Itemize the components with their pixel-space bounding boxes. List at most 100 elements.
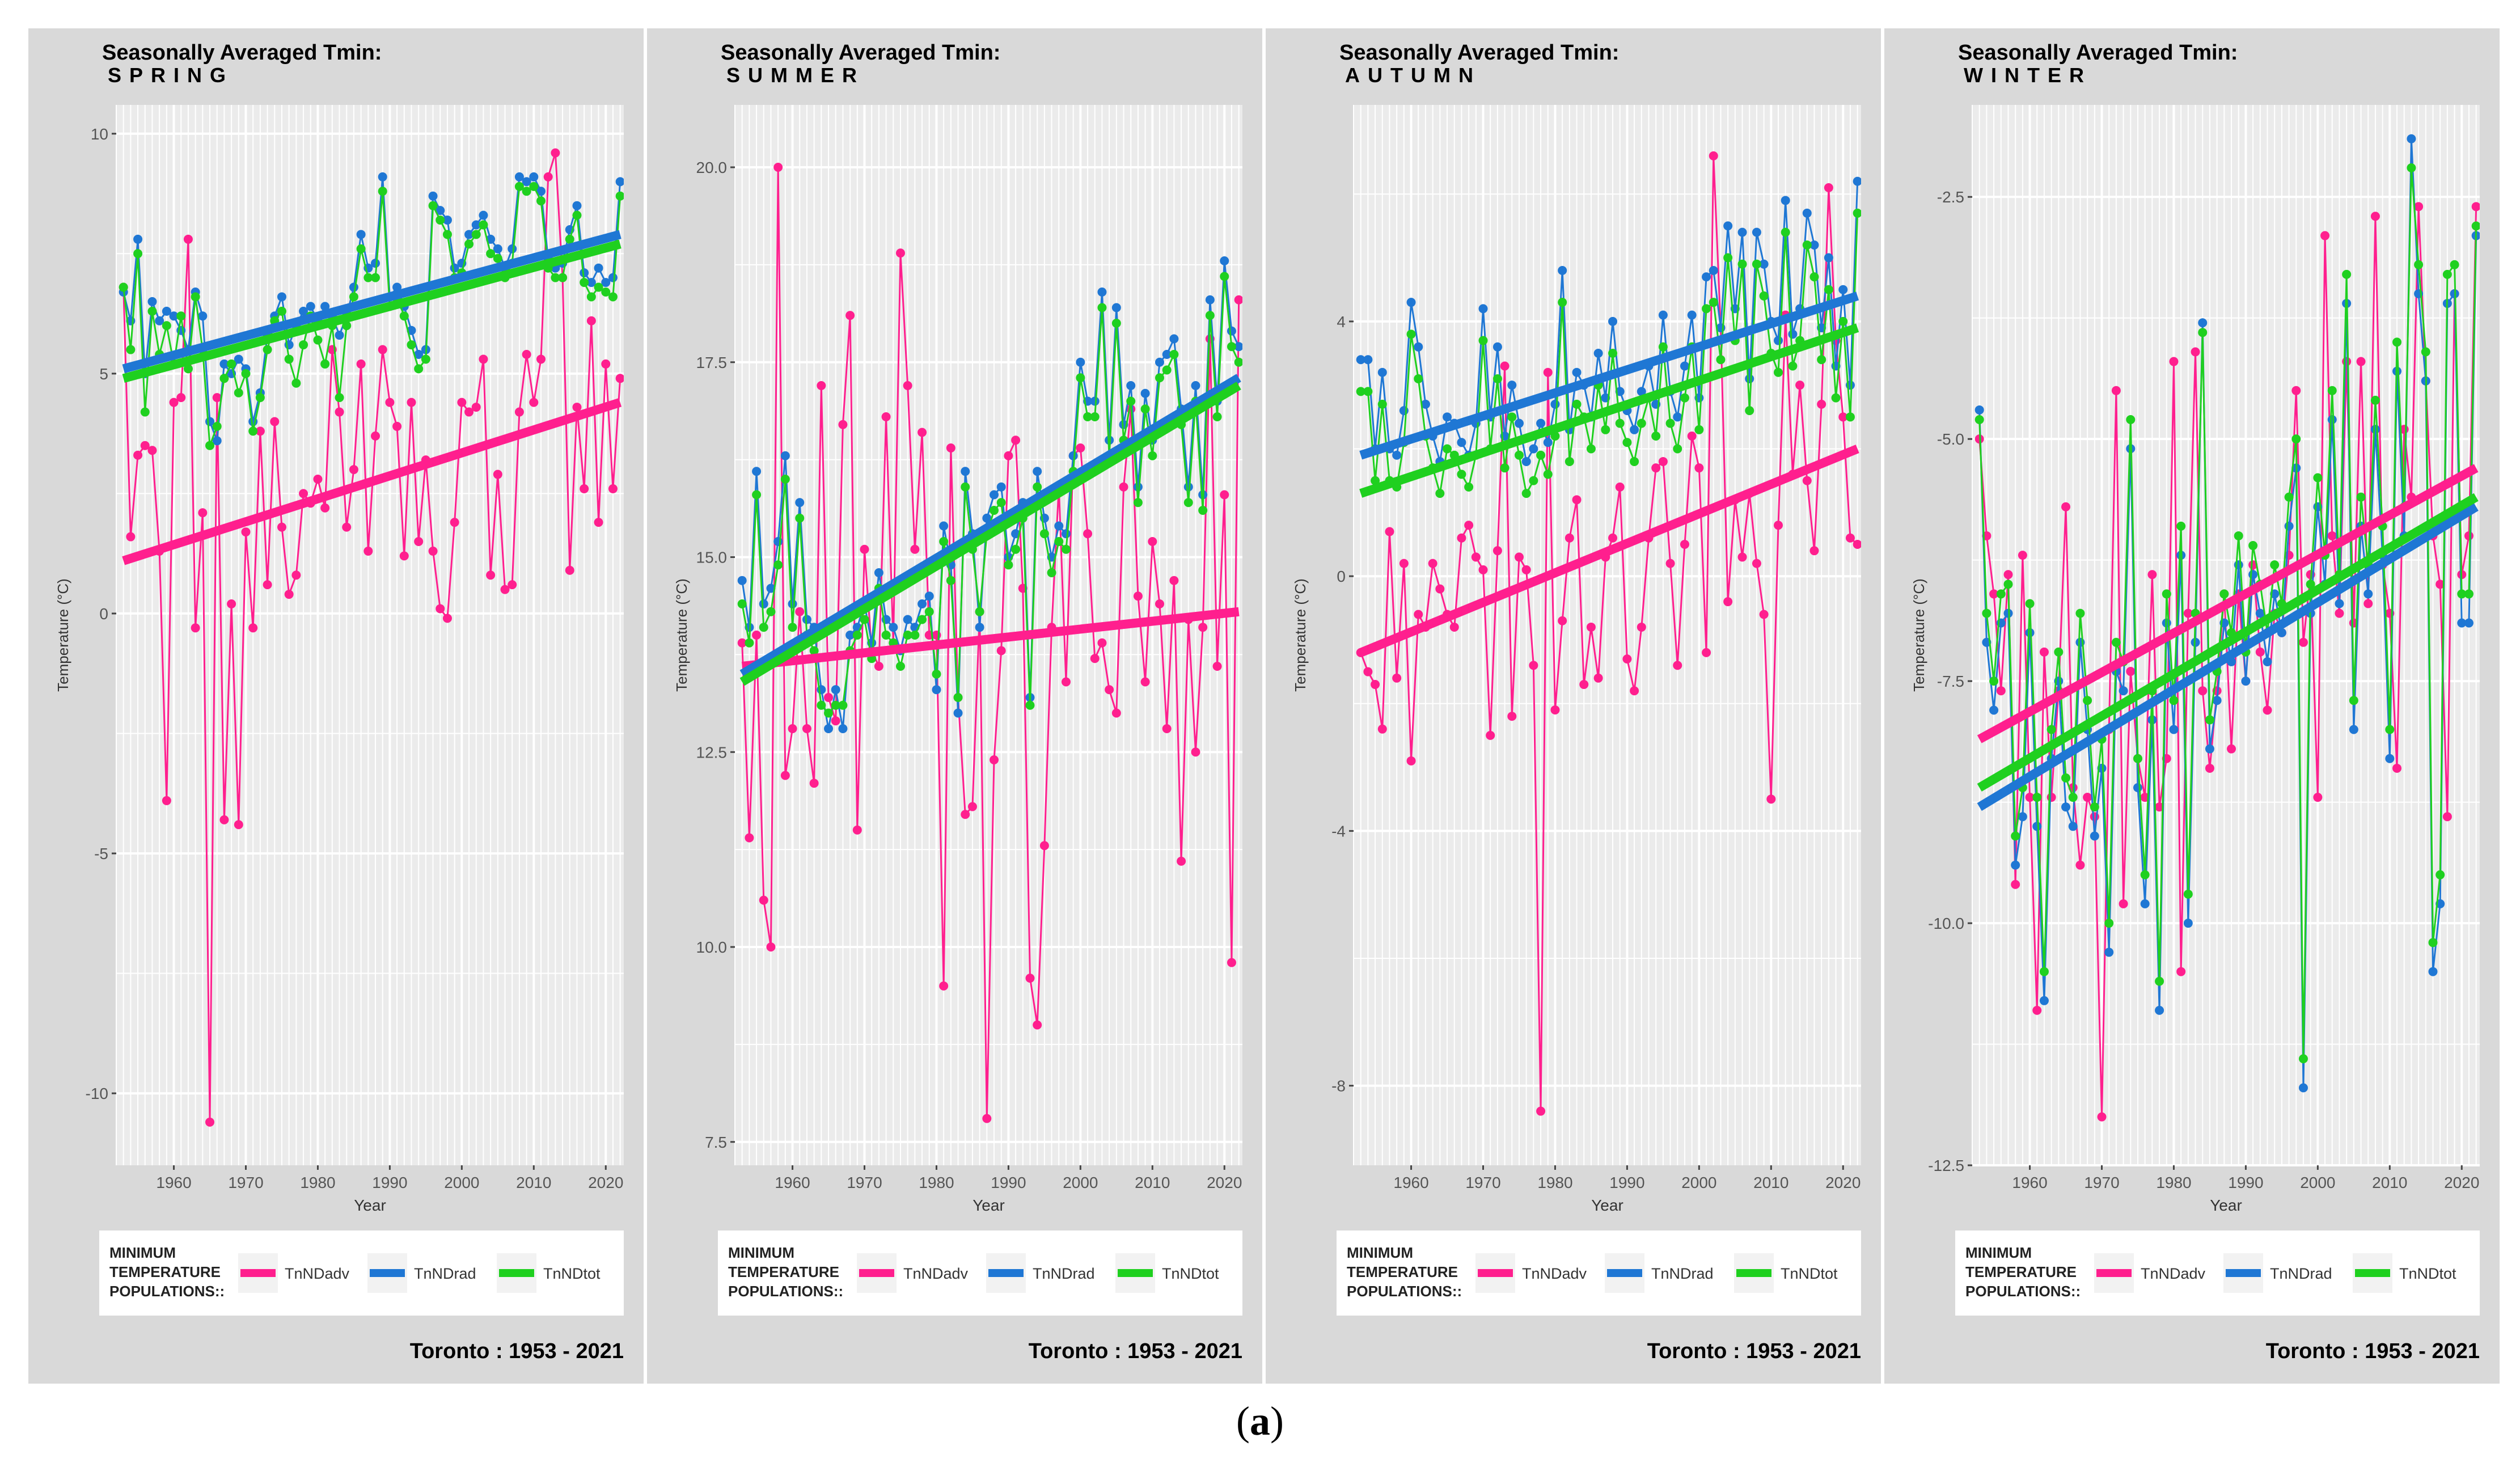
data-point-TnNDtot-2013 — [551, 273, 560, 282]
data-point-TnNDtot-1996 — [2284, 492, 2294, 502]
data-point-TnNDadv-1964 — [817, 381, 826, 390]
data-point-TnNDadv-1967 — [1457, 533, 1466, 543]
data-point-TnNDrad-2000 — [1076, 357, 1085, 367]
data-point-TnNDtot-2009 — [522, 187, 531, 196]
data-point-TnNDadv-2002 — [471, 403, 481, 412]
data-point-TnNDrad-2009 — [522, 177, 531, 187]
data-point-TnNDadv-1997 — [2291, 386, 2301, 395]
data-point-TnNDtot-1968 — [2083, 696, 2092, 705]
data-point-TnNDtot-1971 — [248, 426, 258, 436]
data-point-TnNDtot-1995 — [1039, 529, 1049, 539]
trend-line-TnNDadv — [122, 398, 622, 565]
x-tick-label: 2000 — [1681, 1174, 1716, 1191]
data-point-TnNDadv-1994 — [1033, 1020, 1042, 1030]
data-point-TnNDadv-2012 — [543, 172, 553, 181]
data-point-TnNDrad-2011 — [1774, 336, 1783, 345]
footer-location: Toronto : 1953 - 2021 — [410, 1339, 624, 1363]
data-point-TnNDtot-1975 — [895, 662, 905, 671]
plot-area — [1354, 105, 1861, 1165]
data-point-TnNDadv-1983 — [2191, 347, 2200, 357]
data-point-TnNDtot-1991 — [1630, 456, 1639, 466]
data-point-TnNDtot-2016 — [572, 210, 582, 220]
data-point-TnNDrad-2008 — [514, 172, 524, 181]
y-tick-label: 20.0 — [696, 159, 728, 176]
data-point-TnNDadv-1976 — [1521, 565, 1531, 574]
data-point-TnNDtot-1959 — [162, 321, 171, 331]
data-point-TnNDadv-1985 — [967, 802, 977, 811]
data-point-TnNDrad-1989 — [378, 172, 387, 181]
x-tick-label: 2010 — [516, 1174, 551, 1191]
data-point-TnNDtot-2020 — [1220, 272, 1229, 281]
data-point-TnNDadv-2013 — [1169, 576, 1179, 585]
data-point-TnNDadv-1997 — [435, 604, 445, 614]
data-point-TnNDrad-1976 — [1521, 456, 1531, 466]
data-point-TnNDadv-1967 — [2075, 860, 2085, 870]
data-point-TnNDtot-2007 — [1126, 396, 1136, 406]
data-point-TnNDrad-2002 — [1090, 396, 1100, 406]
data-point-TnNDadv-2015 — [1802, 476, 1812, 485]
data-point-TnNDtot-2011 — [1155, 373, 1165, 383]
data-point-TnNDrad-2020 — [2457, 618, 2467, 628]
data-point-TnNDtot-2017 — [1817, 355, 1826, 365]
data-point-TnNDtot-1985 — [349, 292, 358, 302]
legend-label: TnNDrad — [414, 1265, 476, 1282]
data-point-TnNDtot-1976 — [2140, 870, 2150, 880]
legend-title-line: TEMPERATURE — [1965, 1263, 2077, 1280]
x-tick-label: 1970 — [228, 1174, 263, 1191]
data-point-TnNDadv-1964 — [198, 508, 208, 518]
data-point-TnNDtot-1980 — [313, 335, 323, 345]
data-point-TnNDrad-1983 — [953, 708, 963, 718]
data-point-TnNDtot-1980 — [932, 669, 941, 679]
data-point-TnNDrad-1979 — [1543, 438, 1553, 447]
caption-label: a — [1250, 1398, 1270, 1444]
data-point-TnNDtot-2015 — [2421, 347, 2430, 357]
data-point-TnNDrad-1998 — [1680, 361, 1689, 371]
data-point-TnNDtot-2021 — [608, 292, 618, 302]
data-point-TnNDrad-1953 — [737, 576, 747, 585]
data-point-TnNDrad-1978 — [917, 599, 927, 608]
data-point-TnNDadv-1993 — [1025, 974, 1035, 983]
data-point-TnNDrad-1955 — [1989, 705, 1999, 715]
data-point-TnNDtot-1997 — [1673, 444, 1682, 454]
x-tick-label: 2020 — [588, 1174, 623, 1191]
legend-label: TnNDrad — [1651, 1265, 1714, 1282]
data-point-TnNDadv-1960 — [788, 724, 797, 733]
data-point-TnNDtot-1981 — [1558, 298, 1567, 307]
data-point-TnNDadv-1981 — [1558, 616, 1567, 625]
data-point-TnNDtot-2008 — [2370, 395, 2380, 405]
data-point-TnNDrad-1991 — [1630, 425, 1639, 434]
data-point-TnNDtot-2020 — [601, 287, 611, 297]
data-point-TnNDadv-1974 — [1507, 712, 1517, 721]
data-point-TnNDrad-1961 — [2032, 822, 2042, 831]
caption-open: ( — [1236, 1398, 1250, 1444]
data-point-TnNDadv-2011 — [2392, 763, 2402, 773]
data-point-TnNDtot-1973 — [881, 631, 891, 640]
legend-label: TnNDrad — [1033, 1265, 1095, 1282]
trend-line-TnNDadv — [1359, 445, 1859, 657]
data-point-TnNDrad-2020 — [601, 278, 611, 287]
data-point-TnNDtot-1998 — [1680, 393, 1689, 403]
data-point-TnNDadv-2022 — [2471, 202, 2480, 212]
data-point-TnNDtot-2020 — [1838, 316, 1848, 326]
data-point-TnNDadv-1957 — [1385, 527, 1394, 536]
data-point-TnNDadv-1998 — [1680, 539, 1689, 549]
data-point-TnNDtot-1973 — [263, 345, 272, 354]
data-point-TnNDtot-1972 — [255, 393, 265, 403]
data-point-TnNDrad-2022 — [1853, 176, 1861, 186]
data-point-TnNDrad-1978 — [2155, 1005, 2164, 1015]
legend-title-line: POPULATIONS:: — [1347, 1283, 1462, 1300]
data-point-TnNDtot-1993 — [407, 340, 416, 350]
data-point-TnNDadv-2020 — [1838, 412, 1848, 422]
data-point-TnNDrad-1965 — [824, 724, 834, 733]
data-point-TnNDrad-2015 — [1183, 482, 1193, 492]
data-point-TnNDadv-1956 — [759, 895, 768, 905]
data-point-TnNDrad-2018 — [1205, 295, 1215, 305]
data-point-TnNDadv-1995 — [1658, 456, 1668, 466]
y-tick-label: -4 — [1331, 822, 1346, 840]
data-point-TnNDtot-1956 — [759, 623, 768, 632]
data-point-TnNDtot-1988 — [1608, 349, 1618, 358]
data-point-TnNDadv-2010 — [1148, 537, 1157, 546]
data-point-TnNDrad-1999 — [1687, 310, 1697, 320]
data-point-TnNDadv-2001 — [1702, 648, 1711, 657]
